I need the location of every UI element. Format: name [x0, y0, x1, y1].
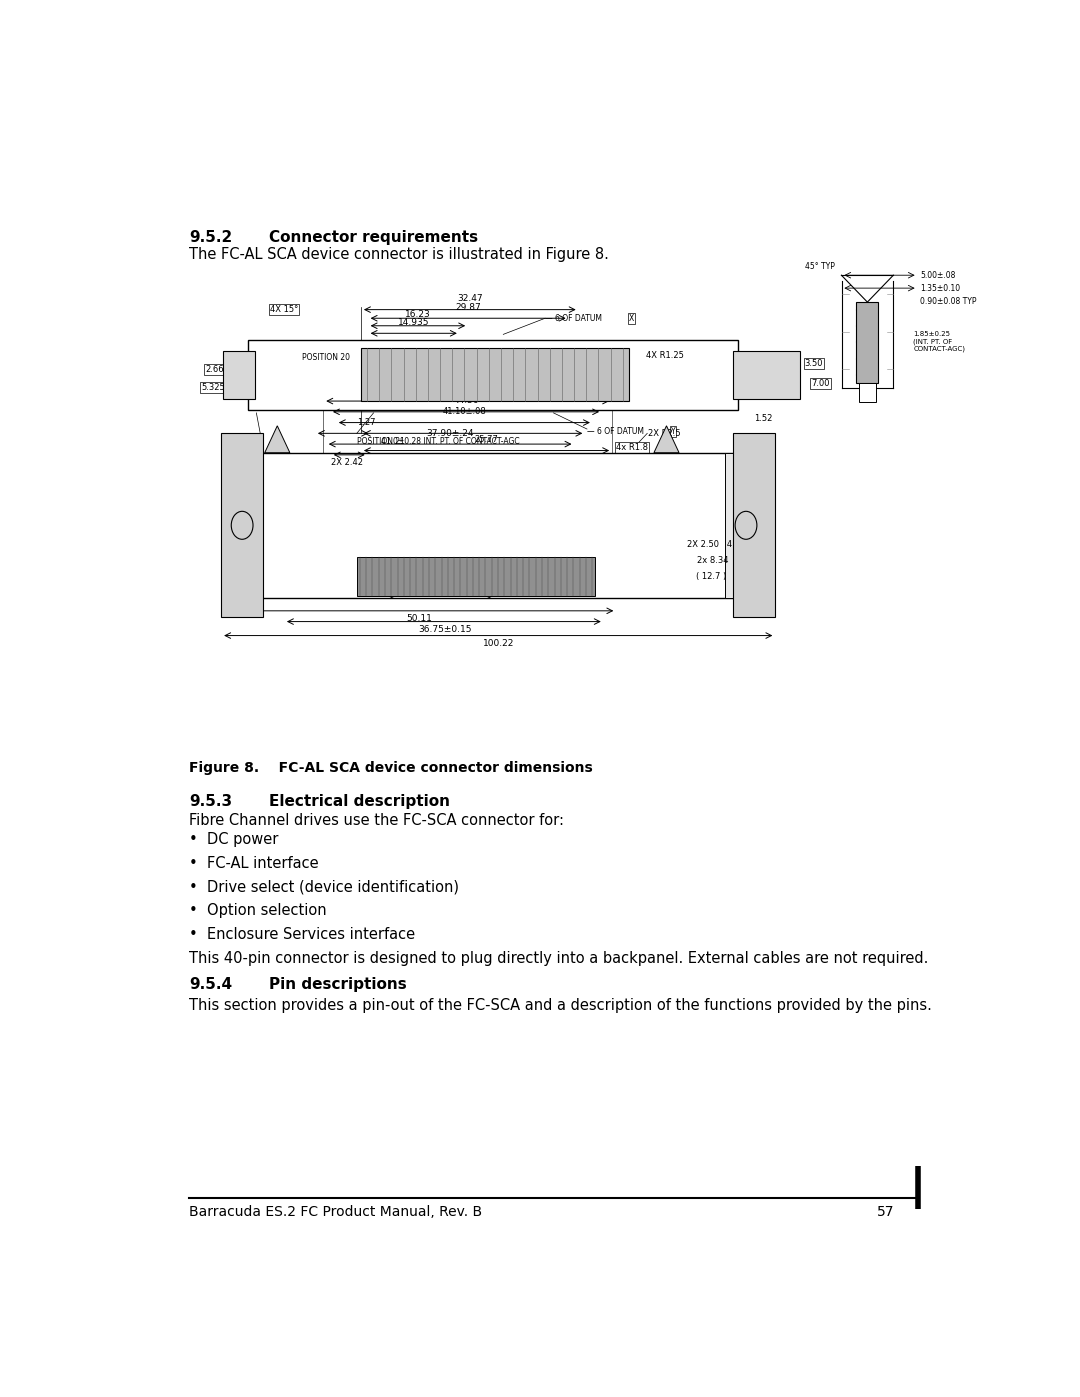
FancyBboxPatch shape	[859, 383, 876, 402]
Text: ( 12.7 ): ( 12.7 )	[696, 571, 726, 581]
Text: 36.75±0.15: 36.75±0.15	[418, 624, 472, 634]
Text: 18.37: 18.37	[428, 570, 454, 578]
Text: 9.5.2: 9.5.2	[189, 231, 232, 244]
Text: 25.77: 25.77	[474, 434, 499, 444]
Text: 4x R1.8: 4x R1.8	[617, 443, 648, 451]
Text: Electrical description: Electrical description	[269, 793, 450, 809]
Text: 41.0±0.28 INT. PT. OF CONTACT-AGC: 41.0±0.28 INT. PT. OF CONTACT-AGC	[381, 437, 519, 446]
Text: 4X R1.25: 4X R1.25	[646, 352, 684, 360]
FancyBboxPatch shape	[226, 453, 767, 598]
Text: — 6 OF DATUM: — 6 OF DATUM	[545, 314, 603, 323]
Text: 7.00: 7.00	[811, 379, 829, 388]
Text: 2X 2.42: 2X 2.42	[330, 458, 363, 467]
Text: 14.935: 14.935	[397, 319, 430, 327]
Text: •  FC-AL interface: • FC-AL interface	[189, 856, 319, 872]
Text: 57: 57	[877, 1204, 894, 1218]
Text: Fibre Channel drives use the FC-SCA connector for:: Fibre Channel drives use the FC-SCA conn…	[189, 813, 565, 828]
Text: 2X 2.50   4.00: 2X 2.50 4.00	[688, 539, 745, 549]
Text: POSITION 20: POSITION 20	[302, 352, 350, 362]
Text: 41.10±.08: 41.10±.08	[443, 407, 486, 416]
Text: 3.50: 3.50	[805, 359, 823, 369]
Text: Figure 8.    FC-AL SCA device connector dimensions: Figure 8. FC-AL SCA device connector dim…	[189, 761, 593, 775]
Text: Barracuda ES.2 FC Product Manual, Rev. B: Barracuda ES.2 FC Product Manual, Rev. B	[189, 1204, 483, 1218]
Text: •  DC power: • DC power	[189, 833, 279, 848]
Text: 50.11: 50.11	[407, 615, 432, 623]
Text: 2X R2.5: 2X R2.5	[648, 429, 680, 437]
Text: 1.52: 1.52	[754, 414, 773, 423]
Text: 4X 15°: 4X 15°	[270, 305, 298, 314]
Text: 37.90±.24: 37.90±.24	[427, 429, 474, 437]
Polygon shape	[653, 426, 679, 453]
Text: 22.25: 22.25	[428, 580, 454, 590]
FancyBboxPatch shape	[856, 302, 878, 383]
Polygon shape	[265, 426, 289, 453]
Text: Y: Y	[671, 426, 675, 436]
Text: 2.663: 2.663	[205, 365, 229, 374]
Text: Connector requirements: Connector requirements	[269, 231, 478, 244]
Text: — 6 OF DATUM: — 6 OF DATUM	[588, 426, 644, 436]
Text: 29.87: 29.87	[456, 303, 481, 312]
Text: •  Option selection: • Option selection	[189, 904, 327, 918]
Text: 45° TYP: 45° TYP	[805, 261, 835, 271]
Text: 16.23: 16.23	[405, 310, 431, 320]
Text: 5.00±.08: 5.00±.08	[920, 271, 956, 279]
Text: This section provides a pin-out of the FC-SCA and a description of the functions: This section provides a pin-out of the F…	[189, 997, 932, 1013]
Text: •  Enclosure Services interface: • Enclosure Services interface	[189, 928, 416, 942]
FancyBboxPatch shape	[221, 433, 264, 617]
Text: POSITION 21: POSITION 21	[356, 437, 405, 446]
FancyBboxPatch shape	[361, 348, 629, 401]
FancyBboxPatch shape	[222, 351, 255, 400]
FancyBboxPatch shape	[725, 453, 775, 598]
Text: The FC-AL SCA device connector is illustrated in Figure 8.: The FC-AL SCA device connector is illust…	[189, 247, 609, 263]
Text: •  Drive select (device identification): • Drive select (device identification)	[189, 880, 459, 894]
Text: 2x 8.34: 2x 8.34	[698, 556, 729, 564]
Text: 1.35±0.10: 1.35±0.10	[920, 284, 960, 292]
FancyBboxPatch shape	[356, 557, 595, 595]
Text: X: X	[629, 314, 634, 323]
FancyBboxPatch shape	[733, 351, 800, 400]
FancyBboxPatch shape	[733, 433, 775, 617]
Text: 1.27: 1.27	[356, 418, 375, 427]
Text: 9.5.4: 9.5.4	[189, 977, 232, 992]
Text: 5.325: 5.325	[201, 383, 225, 393]
Text: 1.85±0.25
(INT. PT. OF
CONTACT-AGC): 1.85±0.25 (INT. PT. OF CONTACT-AGC)	[914, 331, 966, 352]
Text: 0.90±0.08 TYP: 0.90±0.08 TYP	[920, 296, 976, 306]
Text: This 40-pin connector is designed to plug directly into a backpanel. External ca: This 40-pin connector is designed to plu…	[189, 951, 929, 965]
Text: POSITION 40: POSITION 40	[255, 461, 302, 471]
Text: POSITION 1: POSITION 1	[394, 370, 437, 379]
Text: 4x R1.0: 4x R1.0	[617, 460, 648, 468]
Text: 100.22: 100.22	[484, 638, 515, 648]
Text: 44.50: 44.50	[454, 397, 478, 405]
FancyBboxPatch shape	[248, 339, 738, 409]
Text: 9.5.3: 9.5.3	[189, 793, 232, 809]
Text: Pin descriptions: Pin descriptions	[269, 977, 407, 992]
Text: 49.50: 49.50	[455, 386, 481, 394]
Text: 32.47: 32.47	[457, 295, 483, 303]
